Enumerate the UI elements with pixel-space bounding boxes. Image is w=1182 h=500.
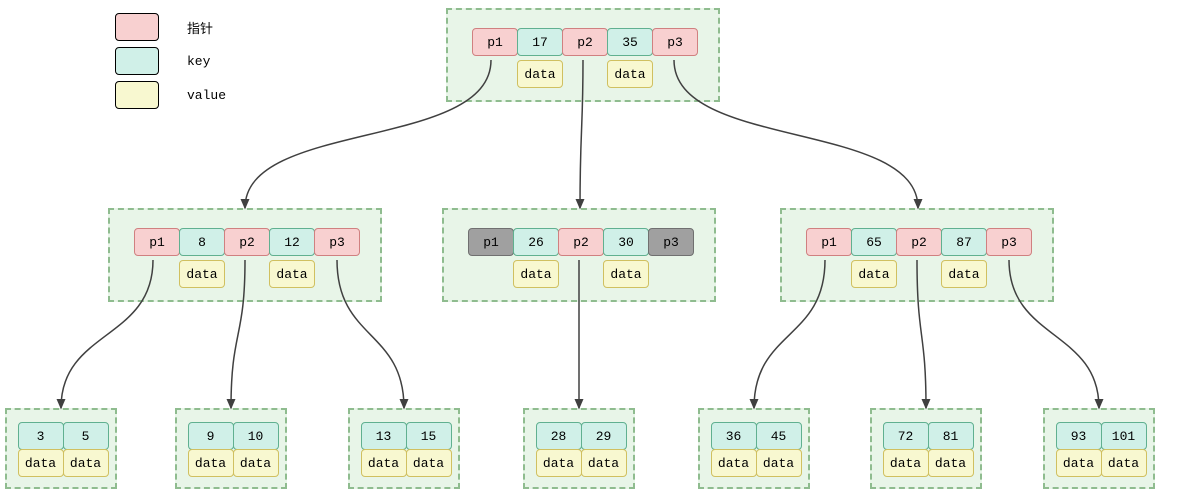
legend-row-value: value — [115, 78, 226, 112]
value-cell: data — [1056, 449, 1102, 477]
value-cell: data — [607, 60, 653, 88]
key-cell: 87 — [941, 228, 987, 256]
key-cell: 30 — [603, 228, 649, 256]
value-cell: data — [269, 260, 315, 288]
legend-swatch-value — [115, 81, 159, 109]
key-cell: 35 — [607, 28, 653, 56]
pointer-cell: p1 — [806, 228, 852, 256]
value-cell: data — [883, 449, 929, 477]
legend: 指针 key value — [115, 10, 226, 112]
btree-root-node: p117p235p3 data data — [446, 8, 720, 102]
btree-leaf-node: 93101datadata — [1043, 408, 1155, 489]
key-cell: 93 — [1056, 422, 1102, 450]
value-cell: data — [941, 260, 987, 288]
legend-label-pointer: 指针 — [187, 18, 213, 37]
value-cell: data — [188, 449, 234, 477]
key-cell: 9 — [188, 422, 234, 450]
key-cell: 15 — [406, 422, 452, 450]
value-cell: data — [603, 260, 649, 288]
value-cell: data — [63, 449, 109, 477]
value-cell: data — [581, 449, 627, 477]
key-cell: 8 — [179, 228, 225, 256]
key-cell: 5 — [63, 422, 109, 450]
value-cell: data — [233, 449, 279, 477]
legend-swatch-pointer — [115, 13, 159, 41]
btree-mid-node: p165p287p3 data data — [780, 208, 1054, 302]
key-cell: 65 — [851, 228, 897, 256]
value-cell: data — [361, 449, 407, 477]
btree-leaf-node: 2829datadata — [523, 408, 635, 489]
pointer-cell: p2 — [224, 228, 270, 256]
pointer-cell: p3 — [648, 228, 694, 256]
value-cell: data — [851, 260, 897, 288]
value-cell: data — [513, 260, 559, 288]
legend-label-key: key — [187, 54, 210, 69]
btree-leaf-node: 910datadata — [175, 408, 287, 489]
pointer-cell: p3 — [652, 28, 698, 56]
key-cell: 36 — [711, 422, 757, 450]
pointer-cell: p1 — [468, 228, 514, 256]
pointer-cell: p2 — [558, 228, 604, 256]
value-cell: data — [928, 449, 974, 477]
value-cell: data — [18, 449, 64, 477]
pointer-cell: p1 — [472, 28, 518, 56]
key-cell: 3 — [18, 422, 64, 450]
pointer-cell: p1 — [134, 228, 180, 256]
legend-row-pointer: 指针 — [115, 10, 226, 44]
pointer-cell: p2 — [896, 228, 942, 256]
value-cell: data — [406, 449, 452, 477]
btree-leaf-node: 1315datadata — [348, 408, 460, 489]
key-cell: 28 — [536, 422, 582, 450]
btree-leaf-node: 35datadata — [5, 408, 117, 489]
legend-row-key: key — [115, 44, 226, 78]
btree-leaf-node: 3645datadata — [698, 408, 810, 489]
btree-mid-node: p18p212p3 data data — [108, 208, 382, 302]
pointer-cell: p2 — [562, 28, 608, 56]
key-cell: 81 — [928, 422, 974, 450]
key-cell: 12 — [269, 228, 315, 256]
key-cell: 29 — [581, 422, 627, 450]
value-cell: data — [517, 60, 563, 88]
value-cell: data — [536, 449, 582, 477]
value-cell: data — [756, 449, 802, 477]
key-cell: 17 — [517, 28, 563, 56]
key-cell: 101 — [1101, 422, 1147, 450]
btree-leaf-node: 7281datadata — [870, 408, 982, 489]
legend-label-value: value — [187, 88, 226, 103]
value-cell: data — [1101, 449, 1147, 477]
value-cell: data — [711, 449, 757, 477]
key-cell: 26 — [513, 228, 559, 256]
btree-mid-node: p126p230p3 data data — [442, 208, 716, 302]
key-cell: 72 — [883, 422, 929, 450]
key-cell: 45 — [756, 422, 802, 450]
legend-swatch-key — [115, 47, 159, 75]
key-cell: 13 — [361, 422, 407, 450]
pointer-cell: p3 — [986, 228, 1032, 256]
value-cell: data — [179, 260, 225, 288]
key-cell: 10 — [233, 422, 279, 450]
pointer-cell: p3 — [314, 228, 360, 256]
